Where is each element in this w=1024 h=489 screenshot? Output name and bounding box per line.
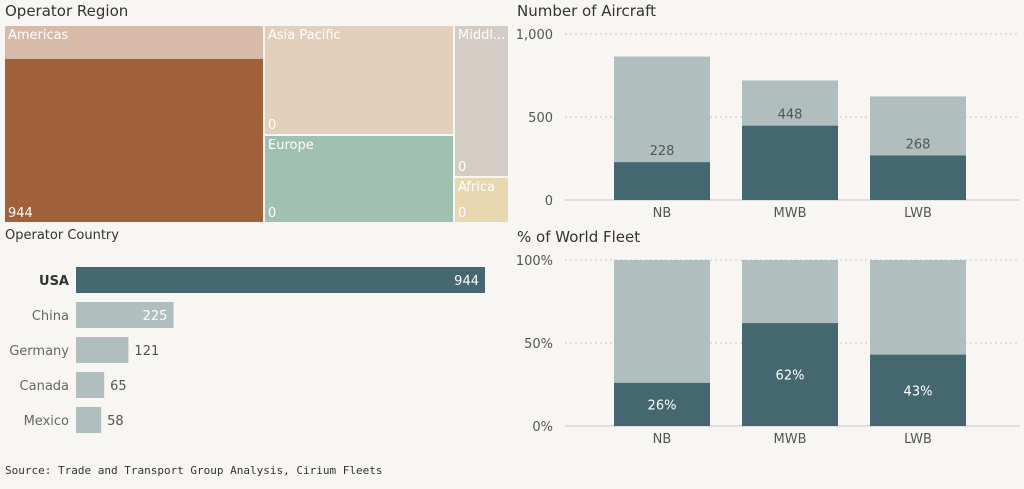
country-bar-chart: USA 944 China 225 Germany 121 Canada 65 Mexico 58: [9, 267, 485, 433]
country-bar[interactable]: [76, 302, 174, 328]
x-tick-label: NB: [653, 432, 672, 447]
fleet-stacked-chart: 0% 50% 100% 26% NB 62% MWB 43% LWB: [516, 254, 1020, 447]
data-label: 448: [778, 108, 803, 123]
treemap-value: 0: [458, 160, 467, 175]
treemap-cell-asia-pacific[interactable]: Asia Pacific 0: [264, 25, 454, 135]
country-value: 58: [107, 414, 124, 429]
country-bar[interactable]: [76, 372, 105, 398]
fleet-title: % of World Fleet: [517, 228, 641, 246]
country-bar[interactable]: [76, 267, 485, 293]
treemap-cell-middl[interactable]: Middl... 0: [454, 25, 509, 177]
treemap-label: Middl...: [458, 28, 506, 43]
x-tick-label: LWB: [904, 432, 932, 447]
data-label: 228: [650, 144, 675, 159]
y-tick-label: 0: [545, 194, 553, 209]
y-tick-label: 100%: [516, 254, 553, 269]
country-label: Germany: [9, 344, 69, 359]
treemap-value: 944: [8, 206, 33, 221]
treemap-label: Europe: [268, 138, 314, 153]
treemap-value: 0: [458, 206, 467, 221]
treemap-value: 0: [268, 118, 277, 133]
aircraft-title: Number of Aircraft: [517, 2, 657, 20]
country-label: Canada: [20, 379, 69, 394]
country-value: 944: [454, 274, 479, 289]
country-label: USA: [39, 274, 69, 289]
bar-segment-value[interactable]: [742, 323, 838, 426]
y-tick-label: 1,000: [516, 28, 553, 43]
bar-segment-value[interactable]: [870, 354, 966, 426]
treemap-label: Africa: [458, 180, 496, 195]
country-title: Operator Country: [5, 228, 119, 243]
x-tick-label: NB: [653, 206, 672, 221]
y-tick-label: 0%: [532, 420, 553, 435]
country-label: China: [32, 309, 69, 324]
treemap-cell-americas[interactable]: Americas 944: [4, 25, 264, 223]
bar-segment-value[interactable]: [614, 382, 710, 426]
country-value: 65: [110, 379, 127, 394]
data-label: 62%: [776, 369, 805, 384]
aircraft-stacked-chart: 0 500 1,000 228 NB 448 MWB 268 LWB: [516, 28, 1020, 221]
bar-segment-rest[interactable]: [742, 80, 838, 126]
country-bar[interactable]: [76, 407, 102, 433]
bar-segment-value[interactable]: [870, 155, 966, 200]
data-label: 268: [906, 138, 931, 153]
data-label: 43%: [904, 384, 933, 399]
y-tick-label: 50%: [524, 337, 553, 352]
bar-segment-rest[interactable]: [742, 260, 838, 324]
data-label: 26%: [648, 398, 677, 413]
treemap-cell-africa[interactable]: Africa 0: [454, 177, 509, 223]
bar-segment-rest[interactable]: [870, 260, 966, 355]
treemap-header-band: [5, 26, 263, 59]
source-note: Source: Trade and Transport Group Analys…: [5, 464, 383, 477]
country-value: 225: [143, 309, 168, 324]
treemap-cell-europe[interactable]: Europe 0: [264, 135, 454, 223]
treemap-value: 0: [268, 206, 277, 221]
treemap-label: Americas: [8, 28, 69, 43]
region-title: Operator Region: [5, 2, 129, 20]
country-bar[interactable]: [76, 337, 129, 363]
bar-segment-rest[interactable]: [870, 96, 966, 156]
bar-segment-value[interactable]: [742, 125, 838, 200]
x-tick-label: LWB: [904, 206, 932, 221]
treemap-label: Asia Pacific: [268, 28, 341, 43]
bar-segment-rest[interactable]: [614, 56, 710, 163]
bar-segment-rest[interactable]: [614, 260, 710, 383]
y-tick-label: 500: [528, 111, 553, 126]
x-tick-label: MWB: [774, 206, 807, 221]
bar-segment-value[interactable]: [614, 162, 710, 200]
country-value: 121: [134, 344, 159, 359]
x-tick-label: MWB: [774, 432, 807, 447]
country-label: Mexico: [24, 414, 69, 429]
